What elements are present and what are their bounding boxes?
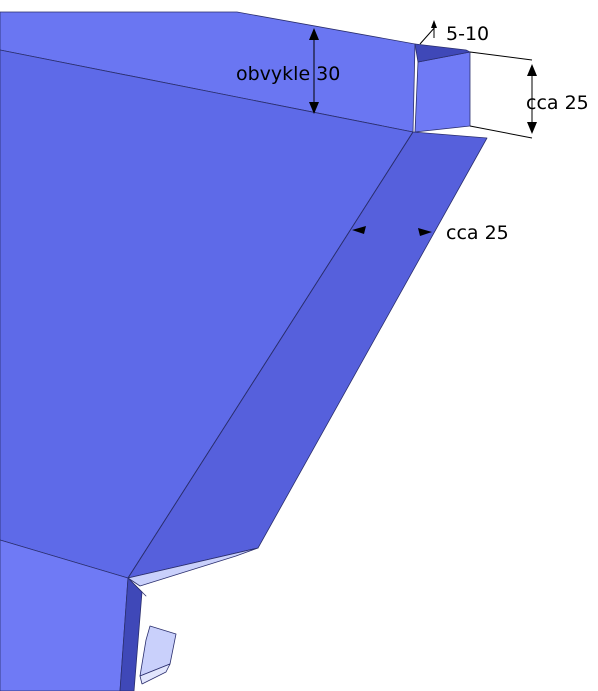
bottom-tab-side (139, 663, 171, 685)
arrow-down-icon (527, 122, 537, 134)
side-flange-face (414, 51, 471, 133)
bottom-strip-face (0, 539, 129, 691)
arrow-right-icon (418, 228, 432, 236)
fold-line (127, 131, 414, 579)
sheet-metal-part (0, 11, 488, 691)
dimension-overlap: 5-10 (419, 20, 489, 45)
arrow-small-icon (431, 20, 437, 28)
bevel-notch-face (127, 547, 259, 587)
bottom-light-edge (127, 577, 147, 597)
dimension-bevel-width: cca 25 (352, 222, 509, 244)
dimension-side-flange: cca 25 (469, 51, 589, 139)
label-overlap: 5-10 (446, 23, 489, 45)
label-side-flange: cca 25 (526, 92, 589, 114)
dimension-top-height: obvykle 30 (236, 28, 340, 114)
label-bevel-width: cca 25 (446, 222, 509, 244)
arrow-left-icon (352, 226, 366, 234)
arrow-up-icon (309, 28, 319, 40)
label-top-height: obvykle 30 (236, 63, 340, 85)
arrow-up-icon (527, 64, 537, 76)
arrow-down-icon (309, 102, 319, 114)
